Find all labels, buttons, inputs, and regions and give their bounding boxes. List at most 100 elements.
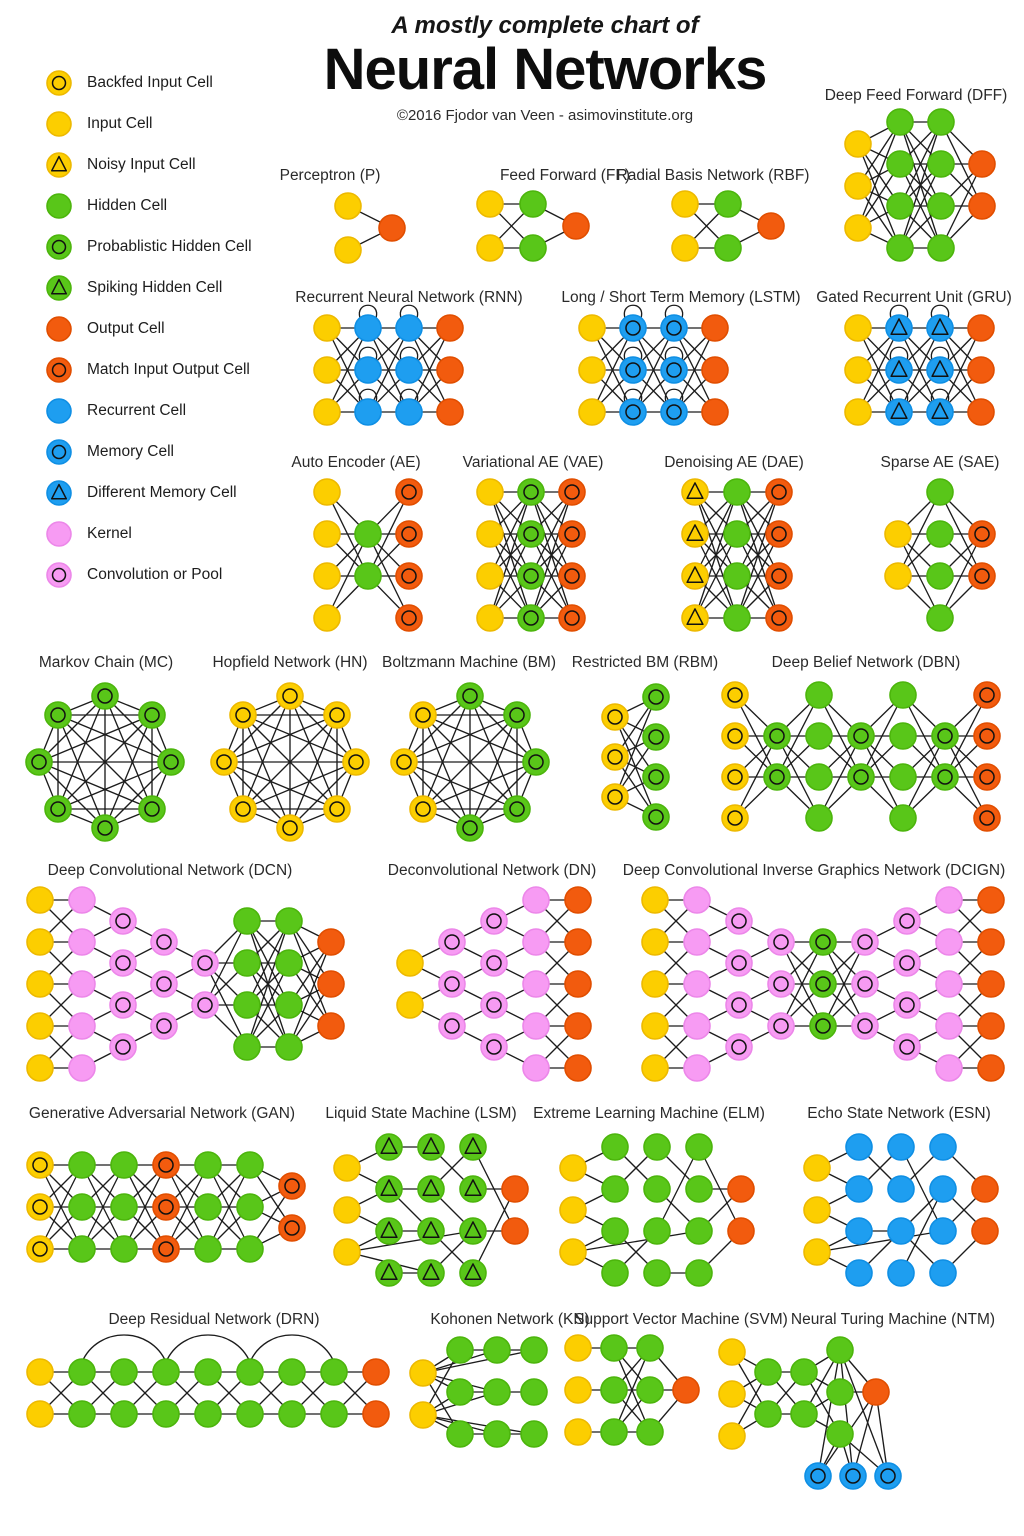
drn-hid-cell-12 [278,1358,306,1386]
dcign-conv-cell-20 [851,928,879,956]
network-lsm [333,1133,529,1287]
spike-cell-icon [46,274,72,301]
lsm-spike-cell-13 [459,1217,487,1245]
vae-prob-cell-6 [517,562,545,590]
svm-in-cell-0 [564,1334,592,1362]
esn-rec-cell-9 [887,1217,915,1245]
ae-in-cell-2 [313,562,341,590]
elm-hid-cell-6 [601,1259,629,1287]
gan-hid-cell-17 [236,1235,264,1263]
gan-hid-cell-7 [110,1193,138,1221]
gan-match-cell-19 [278,1214,306,1242]
ntm-hid-cell-3 [754,1358,782,1386]
dn-ker-cell-10 [522,928,550,956]
hn-bf-cell-6 [210,748,238,776]
drn-in-cell-1 [26,1400,54,1428]
mc-prob-cell-5 [44,795,72,823]
lsm-spike-cell-14 [459,1259,487,1287]
esn-rec-cell-6 [845,1259,873,1287]
dcign-in-cell-3 [641,1012,669,1040]
mem-cell-icon-shape [46,438,72,465]
dcign-in-cell-1 [641,928,669,956]
svm-hid-cell-4 [600,1376,628,1404]
esn-rec-cell-10 [887,1259,915,1287]
dcn-conv-cell-17 [191,949,219,977]
network-vae [476,478,586,632]
elm-hid-cell-14 [685,1259,713,1287]
dae-match-cell-11 [765,604,793,632]
ff-in-cell-0 [476,190,504,218]
rbf-out-cell-4 [757,212,785,240]
ae-in-cell-0 [313,478,341,506]
lstm-mem-cell-3 [619,314,647,342]
gan-bf-cell-0 [26,1151,54,1179]
lstm-mem-cell-8 [660,398,688,426]
dbn-hid-cell-14 [889,763,917,791]
dcign-ker-cell-6 [683,928,711,956]
dbn-bf-cell-2 [721,763,749,791]
esn-rec-cell-4 [845,1175,873,1203]
drn-out-cell-16 [362,1358,390,1386]
dcn-in-cell-1 [26,928,54,956]
rnn-rec-cell-3 [354,314,382,342]
esn-in-cell-2 [803,1238,831,1266]
dbn-bf-cell-0 [721,681,749,709]
lstm-out-cell-11 [701,398,729,426]
elm-in-cell-2 [559,1238,587,1266]
lstm-mem-cell-4 [619,356,647,384]
dcign-ker-cell-29 [935,970,963,998]
network-title-esn: Echo State Network (ESN) [807,1105,991,1122]
legend-item-label: Spiking Hidden Cell [87,278,223,296]
lsm-spike-cell-3 [375,1133,403,1161]
gan-match-cell-11 [152,1235,180,1263]
network-bm [390,682,550,842]
elm-hid-cell-11 [685,1133,713,1161]
lsm-out-cell-16 [501,1217,529,1245]
network-title-dae: Denoising AE (DAE) [664,454,804,471]
ff-hid-cell-3 [519,234,547,262]
gru-out-cell-10 [967,356,995,384]
gru-out-cell-11 [967,398,995,426]
ae-match-cell-7 [395,520,423,548]
elm-out-cell-15 [727,1175,755,1203]
dcn-conv-cell-11 [109,949,137,977]
dn-in-cell-1 [396,991,424,1019]
svm-hid-cell-8 [636,1418,664,1446]
dn-ker-cell-11 [522,970,550,998]
dcign-conv-cell-21 [851,970,879,998]
ae-in-cell-3 [313,604,341,632]
gru-dmem-cell-8 [926,398,954,426]
dcign-ker-cell-30 [935,1012,963,1040]
dcn-conv-cell-10 [109,907,137,935]
dae-noisy-cell-1 [681,520,709,548]
bm-prob-cell-4 [456,814,484,842]
lsm-in-cell-1 [333,1196,361,1224]
vae-prob-cell-7 [517,604,545,632]
mc-prob-cell-3 [138,795,166,823]
rbm-bf-cell-1 [601,743,629,771]
dbn-edges-layer [734,694,988,819]
network-gru [844,304,995,426]
bf-cell-icon [46,69,72,96]
esn-out-cell-15 [971,1175,999,1203]
legend-item-label: Output Cell [87,319,165,337]
dcn-out-cell-28 [317,970,345,998]
sae-hid-cell-4 [926,562,954,590]
legend-item-in: Input Cell [44,103,252,144]
network-title-dff: Deep Feed Forward (DFF) [824,87,1008,104]
bm-prob-cell-1 [503,701,531,729]
drn-hid-cell-2 [68,1358,96,1386]
lstm-out-cell-9 [701,314,729,342]
lsm-in-cell-2 [333,1238,361,1266]
vae-in-cell-1 [476,520,504,548]
network-title-bm: Boltzmann Machine (BM) [381,654,557,671]
rbm-prob-cell-3 [642,683,670,711]
drn-hid-cell-8 [194,1358,222,1386]
chart-title: Neural Networks [323,37,768,102]
network-title-gan: Generative Adversarial Network (GAN) [28,1105,296,1122]
esn-rec-cell-12 [929,1175,957,1203]
dae-match-cell-9 [765,520,793,548]
mc-prob-cell-1 [138,701,166,729]
dcign-prob-cell-18 [809,970,837,998]
